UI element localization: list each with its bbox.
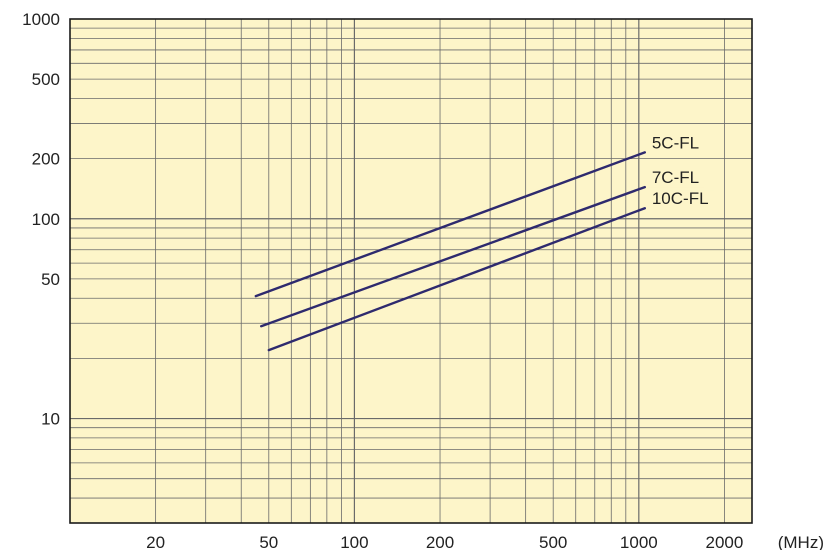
- series-label-bg: [648, 134, 705, 153]
- series-label-5c-fl: 5C-FL: [652, 133, 699, 152]
- x-tick-label: 1000: [620, 533, 658, 550]
- series-line-7c-fl: [260, 185, 646, 328]
- series-line-5c-fl: [254, 151, 646, 298]
- y-tick-label: 100: [32, 210, 60, 229]
- x-tick-label: 20: [146, 533, 165, 550]
- x-tick-label: 500: [539, 533, 567, 550]
- series-layer: [254, 151, 646, 352]
- series-line-10c-fl: [267, 206, 646, 352]
- x-tick-label: 200: [426, 533, 454, 550]
- y-tick-label: 200: [32, 150, 60, 169]
- x-unit-label: (MHz): [778, 533, 824, 550]
- grid: [70, 19, 752, 523]
- series-label-bg: [648, 169, 705, 188]
- y-tick-label: 1000: [22, 10, 60, 29]
- tick-labels: 10 50 100 200 500 1000 20 50 100 200 500 1000 2000 (M…: [22, 10, 824, 550]
- series-label-10c-fl: 10C-FL: [652, 189, 709, 208]
- series-label-bg: [648, 190, 715, 209]
- y-tick-label: 10: [41, 410, 60, 429]
- series-label-7c-fl: 7C-FL: [652, 168, 699, 187]
- x-tick-label: 100: [340, 533, 368, 550]
- x-tick-label: 50: [259, 533, 278, 550]
- y-tick-label: 50: [41, 270, 60, 289]
- y-tick-label: 500: [32, 70, 60, 89]
- plot-frame: [69, 18, 753, 524]
- x-tick-label: 2000: [706, 533, 744, 550]
- label-layer: 5C-FL 7C-FL 10C-FL: [648, 133, 715, 209]
